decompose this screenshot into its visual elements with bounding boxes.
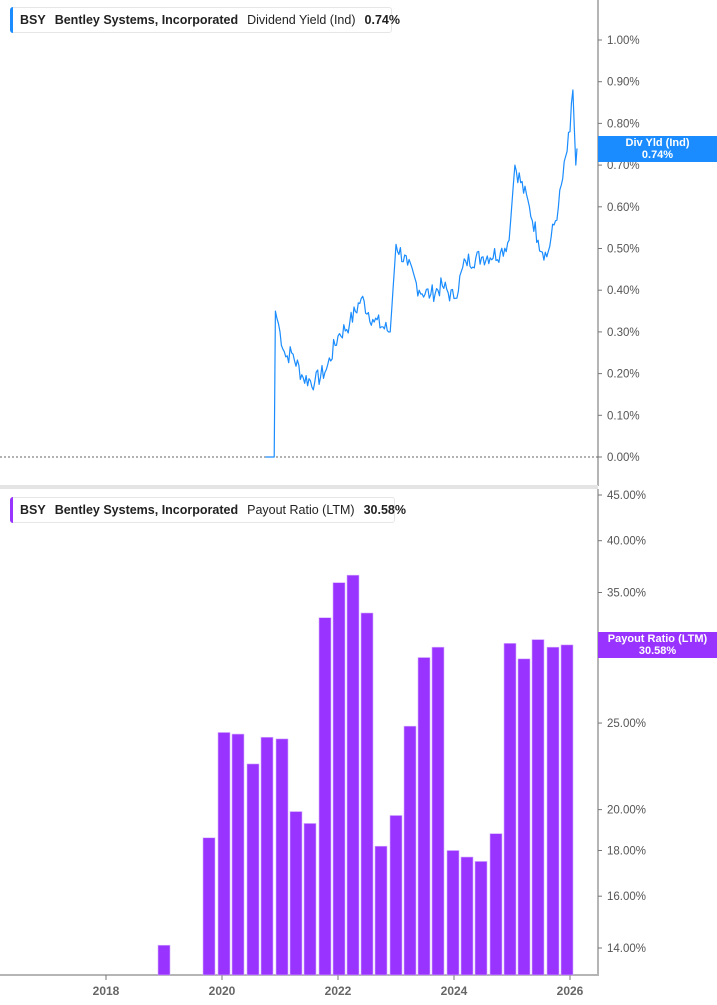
payout-ratio-last-value-tag: Payout Ratio (LTM) 30.58% <box>598 632 717 658</box>
legend-metric: Dividend Yield (Ind) <box>247 13 356 27</box>
svg-text:0.80%: 0.80% <box>607 118 640 130</box>
dividend-yield-panel: 1.00% 0.90% 0.80% 0.70% 0.60% 0.50% 0.40% 0.30%… <box>0 0 717 486</box>
svg-text:1.00%: 1.00% <box>607 35 640 47</box>
svg-text:2020: 2020 <box>209 984 236 998</box>
payout-bar <box>360 612 374 976</box>
svg-text:0.00%: 0.00% <box>607 452 640 464</box>
dividend-yield-chart: 1.00% 0.90% 0.80% 0.70% 0.60% 0.50% 0.40% 0.30%… <box>0 0 640 486</box>
payout-ratio-legend[interactable]: BSY Bentley Systems, Incorporated Payout… <box>10 497 406 523</box>
payout-bar <box>517 658 531 976</box>
payout-bar <box>403 725 417 976</box>
svg-text:0.60%: 0.60% <box>607 202 640 214</box>
panel-divider[interactable] <box>0 485 598 489</box>
payout-bar <box>260 736 274 976</box>
payout-bar <box>489 833 503 976</box>
svg-text:0.20%: 0.20% <box>607 369 640 381</box>
payout-bar <box>157 944 171 976</box>
tag-value: 30.58% <box>638 645 677 657</box>
svg-text:0.50%: 0.50% <box>607 244 640 256</box>
payout-bar <box>531 639 545 976</box>
svg-text:14.00%: 14.00% <box>607 943 646 955</box>
payout-bar <box>217 732 231 976</box>
svg-text:20.00%: 20.00% <box>607 805 646 817</box>
tag-label: Div Yld (Ind) <box>625 137 690 149</box>
tag-label: Payout Ratio (LTM) <box>607 633 708 645</box>
payout-bar <box>332 582 346 976</box>
payout-bar <box>246 763 260 976</box>
svg-text:2026: 2026 <box>557 984 584 998</box>
series-color-swatch <box>10 7 13 33</box>
series-color-swatch <box>10 497 13 523</box>
payout-bar <box>389 815 403 976</box>
payout-bar <box>275 738 289 976</box>
payout-bar <box>231 733 245 976</box>
svg-text:35.00%: 35.00% <box>607 588 646 600</box>
payout-bar <box>202 837 216 976</box>
legend-metric: Payout Ratio (LTM) <box>247 503 355 517</box>
svg-text:2022: 2022 <box>325 984 352 998</box>
dividend-yield-legend[interactable]: BSY Bentley Systems, Incorporated Divide… <box>10 7 400 33</box>
payout-bar <box>460 856 474 976</box>
svg-text:16.00%: 16.00% <box>607 891 646 903</box>
payout-bar <box>474 861 488 976</box>
svg-text:0.40%: 0.40% <box>607 285 640 297</box>
payout-bar <box>431 646 445 976</box>
svg-text:0.70%: 0.70% <box>607 160 640 172</box>
svg-text:25.00%: 25.00% <box>607 718 646 730</box>
payout-bar <box>446 850 460 976</box>
dividend-yield-last-value-tag: Div Yld (Ind) 0.74% <box>598 136 717 162</box>
payout-bar <box>546 646 560 976</box>
payout-bar <box>303 823 317 976</box>
payout-bar <box>346 574 360 976</box>
payout-bar <box>417 657 431 976</box>
svg-text:30.00%: 30.00% <box>607 647 646 659</box>
legend-company: Bentley Systems, Incorporated <box>54 13 239 27</box>
svg-text:40.00%: 40.00% <box>607 536 646 548</box>
legend-ticker: BSY <box>20 13 46 27</box>
payout-bar <box>560 644 574 976</box>
svg-text:18.00%: 18.00% <box>607 845 646 857</box>
payout-bar <box>318 617 332 976</box>
svg-text:0.10%: 0.10% <box>607 410 640 422</box>
svg-text:0.90%: 0.90% <box>607 77 640 89</box>
payout-bar <box>374 845 388 976</box>
svg-text:2018: 2018 <box>93 984 120 998</box>
payout-bar <box>289 811 303 976</box>
legend-ticker: BSY <box>20 503 46 517</box>
svg-text:2024: 2024 <box>441 984 468 998</box>
tag-value: 0.74% <box>641 149 674 161</box>
legend-company: Bentley Systems, Incorporated <box>54 503 239 517</box>
svg-text:0.30%: 0.30% <box>607 327 640 339</box>
svg-text:45.00%: 45.00% <box>607 490 646 502</box>
payout-bar <box>503 643 517 976</box>
legend-value: 30.58% <box>363 503 406 517</box>
legend-value: 0.74% <box>364 13 400 27</box>
